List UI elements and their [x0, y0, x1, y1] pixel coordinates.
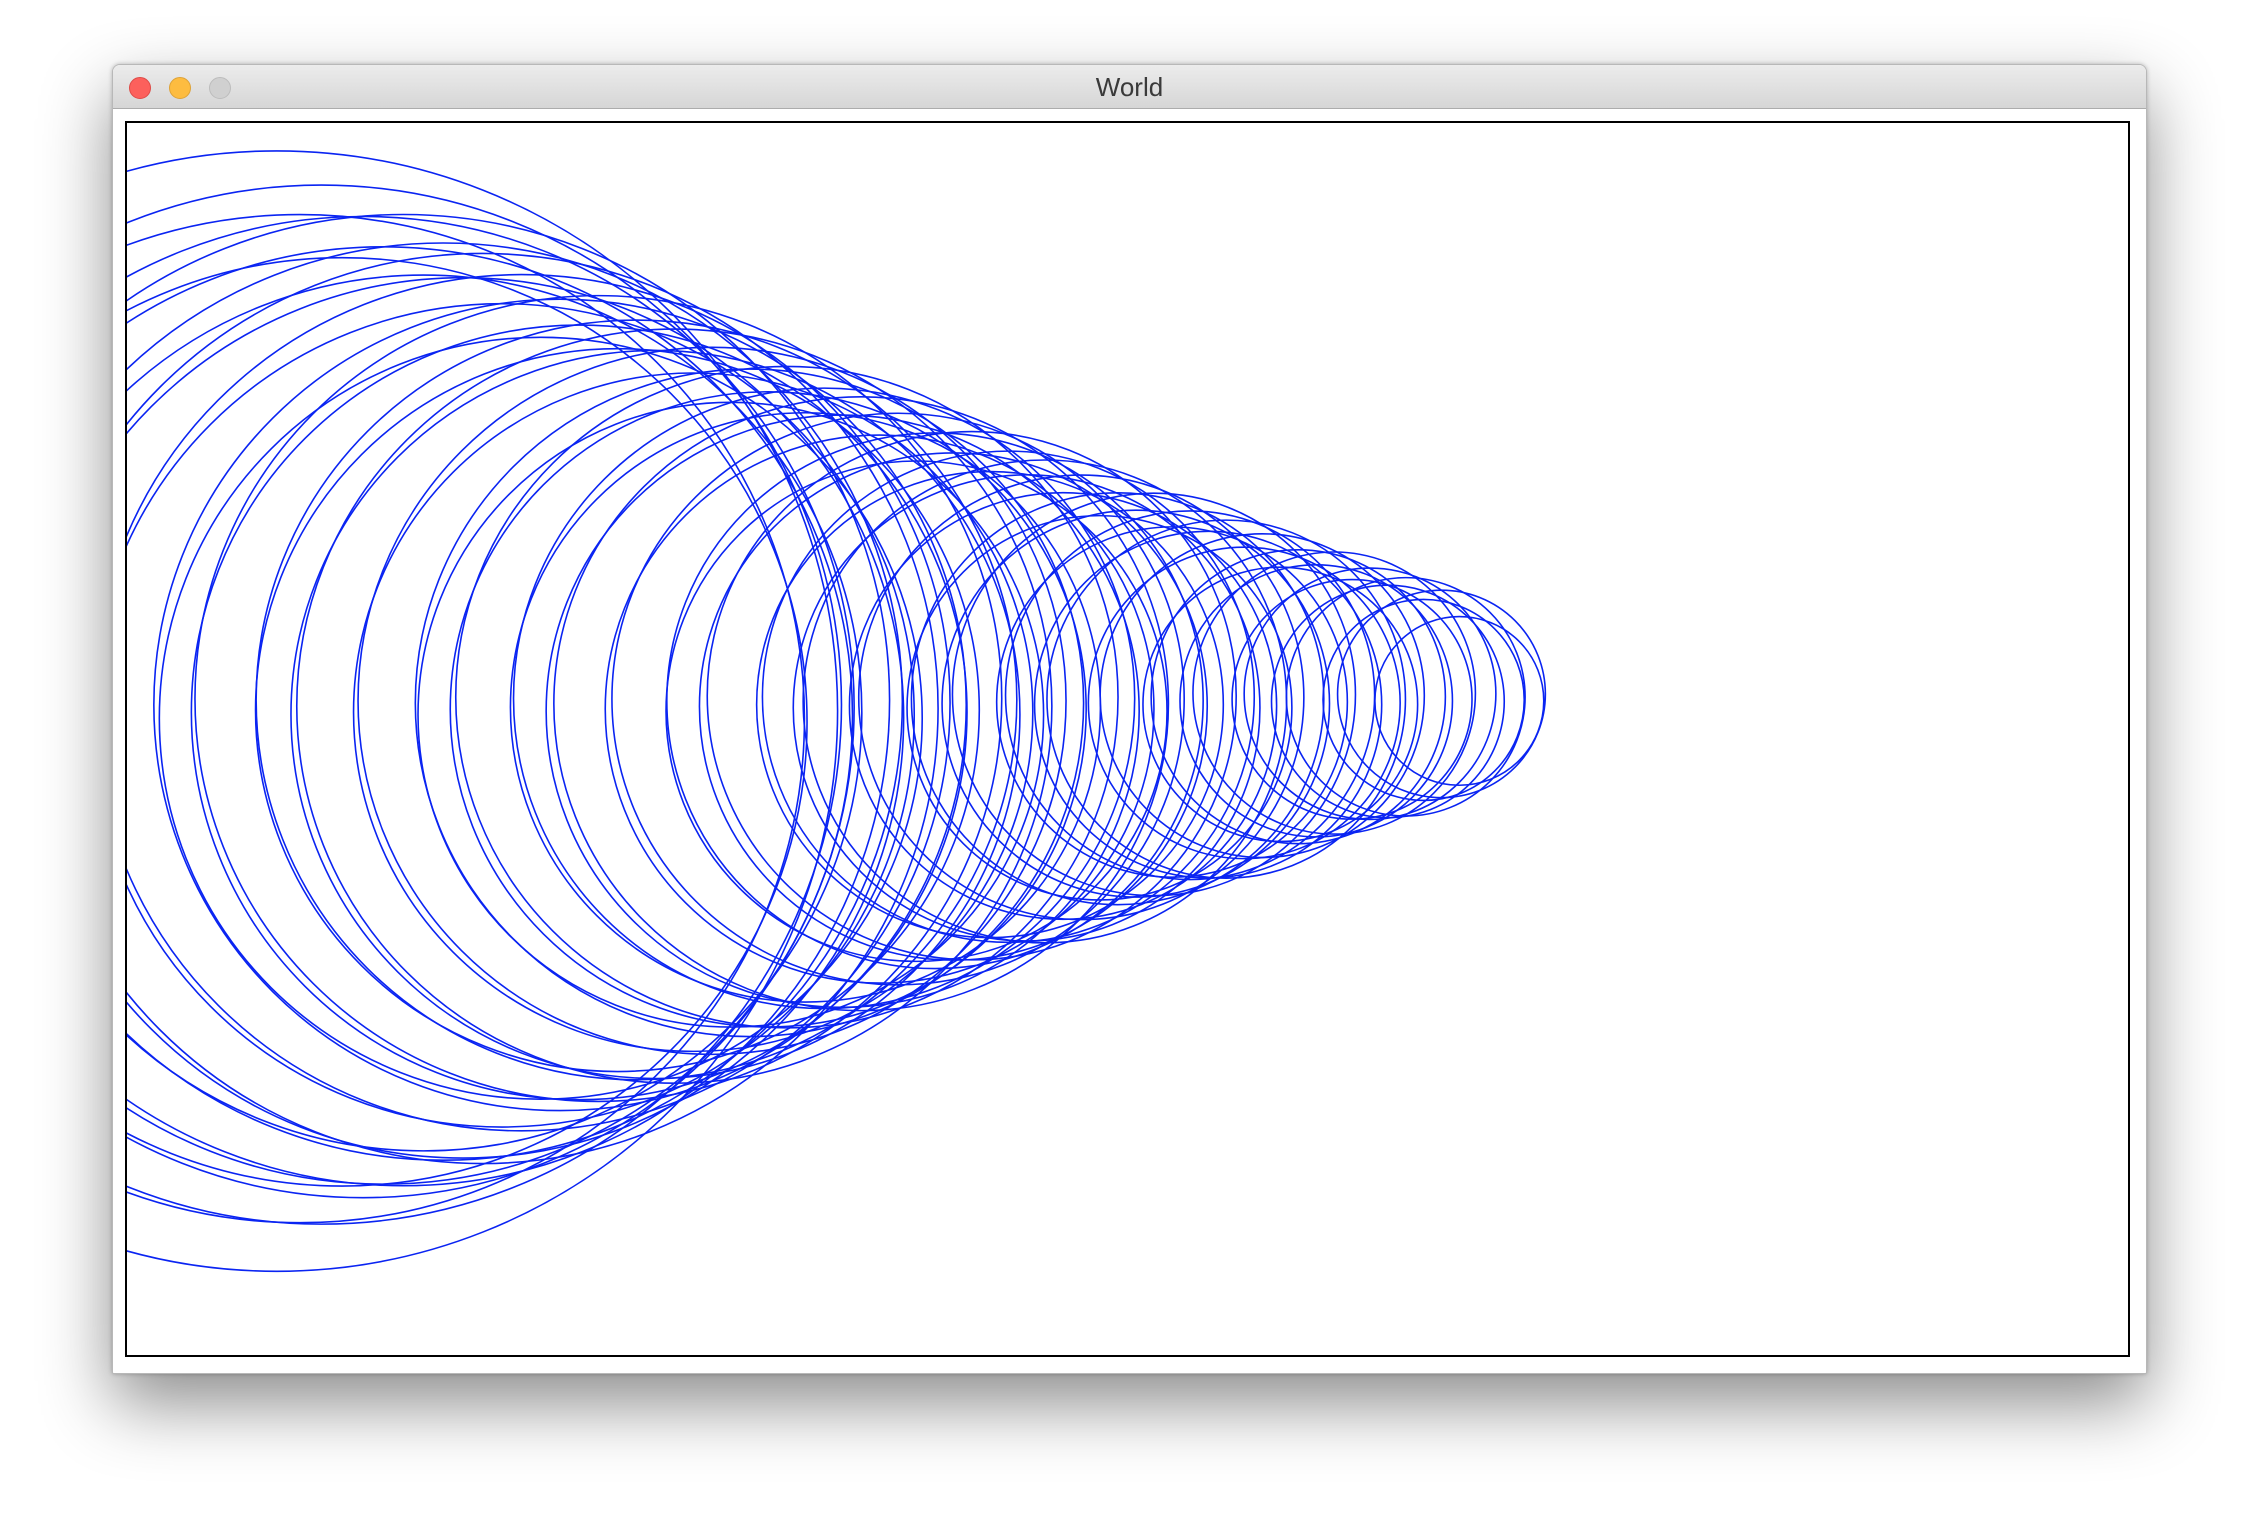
trail-circle — [941, 509, 1331, 898]
trail-circle — [127, 252, 939, 1165]
trail-circle — [1192, 551, 1477, 835]
trail-circle — [1150, 549, 1447, 845]
trail-circle — [857, 474, 1305, 921]
trail-circle — [127, 150, 839, 1272]
trail-circle — [665, 460, 1168, 963]
trail-circle — [127, 213, 891, 1187]
minimize-window-icon[interactable] — [169, 77, 191, 99]
trail-circle — [127, 184, 843, 1225]
trail-circle — [357, 346, 1067, 1056]
trail-circle — [951, 492, 1357, 897]
trail-circle — [127, 277, 905, 1159]
trail-circle — [1285, 576, 1526, 817]
trail-circle — [194, 294, 1003, 1103]
window-title: World — [1095, 72, 1164, 102]
trail-circle — [127, 246, 854, 1185]
trail-circle — [792, 474, 1261, 942]
trail-circle — [295, 328, 1053, 1084]
app-window: World — [112, 64, 2147, 1374]
close-window-icon[interactable] — [129, 77, 151, 99]
trail-circle — [545, 414, 1140, 1009]
trail-circle — [698, 452, 1209, 961]
trail-circle — [454, 365, 1119, 1029]
title-bar[interactable]: World — [113, 65, 2146, 109]
trail-circle — [1046, 519, 1407, 879]
zoom-window-icon[interactable] — [209, 77, 231, 99]
window-content — [113, 109, 2146, 1373]
trail-circle — [1243, 567, 1497, 821]
trail-circle — [1270, 584, 1506, 819]
trail-circle — [611, 412, 1185, 986]
trail-circle — [1336, 589, 1547, 799]
world-canvas[interactable] — [125, 121, 2130, 1357]
trail-circle — [290, 349, 1021, 1080]
circle-trail-drawing — [127, 150, 1547, 1272]
trail-circle — [1374, 615, 1545, 787]
trail-circle — [127, 242, 904, 1161]
trail-circle — [1142, 566, 1419, 843]
trail-circle — [1231, 578, 1473, 820]
trail-circle — [761, 450, 1256, 944]
trail-circle — [127, 274, 863, 1152]
trail-circle — [255, 319, 1018, 1081]
trail-circle — [127, 273, 951, 1132]
trail-circle — [158, 336, 924, 1101]
trail-circle — [352, 372, 1034, 1053]
trail-circle — [1087, 546, 1401, 860]
trail-circle — [127, 213, 806, 1224]
trail-circle — [995, 526, 1349, 878]
trail-circle — [706, 430, 1237, 961]
trail-circle — [906, 514, 1293, 901]
trail-circle — [1099, 532, 1426, 859]
trail-circle — [666, 432, 1204, 970]
trail-circle — [604, 434, 1155, 984]
trail-circle — [1179, 563, 1454, 838]
trail-circle — [553, 396, 1170, 1012]
trail-circle — [127, 257, 808, 1187]
trail-circle — [1322, 598, 1526, 802]
